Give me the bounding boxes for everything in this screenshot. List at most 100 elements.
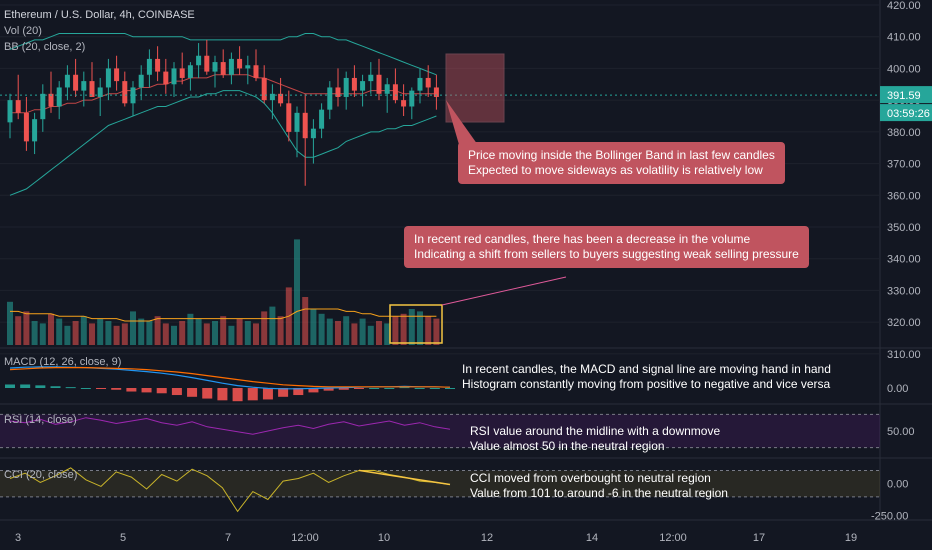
candle-body: [245, 65, 251, 69]
macd-histogram-bar: [308, 388, 319, 393]
candle-body: [23, 112, 29, 142]
price-axis-tick: 350.00: [887, 222, 921, 234]
price-axis-tick: 340.00: [887, 254, 921, 266]
time-axis-tick: 3: [15, 532, 21, 544]
candle-body: [294, 112, 300, 132]
last-price-badge: [880, 86, 932, 104]
cci-annotation-line-1: CCI moved from overbought to neutral reg…: [470, 471, 711, 485]
volume-bar: [261, 311, 268, 345]
volume-bar: [23, 311, 30, 345]
bollinger-indicator-label: BB (20, close, 2): [4, 41, 86, 53]
volume-bar: [162, 323, 169, 345]
volume-callout-line: [441, 276, 567, 306]
candle-body: [73, 74, 79, 91]
time-axis-tick: 12: [481, 532, 493, 544]
macd-histogram-bar: [262, 388, 273, 400]
candle-body: [196, 55, 202, 66]
candle-body: [409, 90, 415, 107]
candle-body: [392, 84, 398, 101]
cci-pane-label: CCI (20, close): [4, 469, 78, 481]
volume-bar: [351, 323, 358, 345]
symbol-title: Ethereum / U.S. Dollar, 4h, COINBASE: [4, 9, 195, 21]
volume-bar: [253, 323, 259, 345]
candle-body: [15, 100, 21, 113]
candle-body: [204, 55, 210, 72]
volume-annotation-line-2: Indicating a shift from sellers to buyer…: [414, 247, 799, 261]
macd-histogram-bar: [369, 388, 380, 389]
volume-bar: [335, 321, 341, 345]
volume-bar: [179, 321, 186, 345]
candle-body: [302, 112, 308, 139]
cci-axis-tick: 0.00: [887, 479, 908, 491]
macd-histogram-bar: [50, 386, 61, 388]
time-axis-tick: 12:00: [659, 532, 687, 544]
macd-histogram-bar: [187, 388, 198, 397]
candle-body: [237, 58, 243, 69]
volume-bar: [31, 321, 38, 345]
macd-histogram-bar: [171, 388, 182, 396]
candle-body: [253, 65, 259, 78]
volume-bar: [269, 306, 276, 345]
macd-histogram-bar: [35, 385, 46, 388]
volume-bar: [48, 313, 54, 345]
candle-body: [360, 81, 366, 91]
volume-highlight-box: [389, 304, 443, 344]
candle-body: [130, 87, 136, 104]
candle-body: [155, 58, 161, 72]
volume-bar: [408, 309, 415, 345]
volume-bar: [244, 321, 251, 345]
volume-ma-line: [10, 308, 437, 322]
volume-bar: [236, 318, 243, 345]
candle-body: [97, 87, 103, 97]
candle-body: [7, 100, 13, 123]
bollinger-annotation-line-1: Price moving inside the Bollinger Band i…: [468, 148, 775, 162]
candle-body: [310, 128, 316, 139]
volume-bar: [367, 325, 374, 345]
time-axis-tick: 7: [225, 532, 231, 544]
macd-signal-line: [9, 367, 451, 388]
volume-bar: [277, 316, 284, 345]
macd-histogram-bar: [293, 388, 304, 396]
volume-bar: [384, 323, 391, 345]
volume-bar: [302, 297, 309, 345]
volume-bar: [195, 318, 202, 345]
volume-bar: [417, 311, 423, 345]
macd-histogram-bar: [217, 388, 228, 401]
volume-bar: [400, 313, 407, 345]
candle-body: [64, 74, 70, 88]
rsi-annotation-line-1: RSI value around the midline with a down…: [470, 424, 721, 438]
macd-histogram-bar: [232, 388, 243, 402]
volume-bar: [212, 321, 218, 345]
candle-body: [343, 77, 349, 97]
candle-body: [171, 68, 177, 85]
candle-body: [105, 68, 111, 88]
price-axis-tick: 400.00: [887, 63, 921, 75]
macd-histogram-bar: [414, 388, 425, 389]
cci-annotation: CCI moved from overbought to neutral reg…: [470, 471, 728, 501]
volume-bar: [376, 321, 382, 345]
rsi-axis-tick: 50.00: [887, 426, 915, 438]
time-axis-tick: 17: [753, 532, 765, 544]
volume-bar: [7, 301, 13, 345]
time-axis-tick: 12:00: [291, 532, 319, 544]
macd-histogram-bar: [202, 388, 213, 399]
volume-bar: [203, 323, 210, 345]
candle-body: [401, 100, 407, 107]
macd-histogram-bar: [353, 388, 364, 389]
candle-body: [384, 84, 390, 94]
candle-body: [286, 103, 292, 132]
cci-line: [9, 467, 451, 513]
macd-histogram-bar: [65, 387, 76, 389]
candle-body: [114, 68, 120, 82]
volume-annotation: In recent red candles, there has been a …: [404, 226, 809, 268]
projection-box: [445, 53, 505, 123]
volume-bar: [105, 321, 112, 345]
rsi-annotation-line-2: Value almost 50 in the neutral region: [470, 439, 665, 453]
volume-bar: [113, 325, 120, 345]
cci-annotation-line-2: Value from 101 to around -6 in the neutr…: [470, 486, 728, 500]
volume-annotation-line-1: In recent red candles, there has been a …: [414, 232, 751, 246]
volume-bar: [359, 318, 366, 345]
candle-body: [163, 71, 169, 85]
price-axis-tick: 330.00: [887, 285, 921, 297]
macd-histogram-bar: [111, 388, 122, 390]
